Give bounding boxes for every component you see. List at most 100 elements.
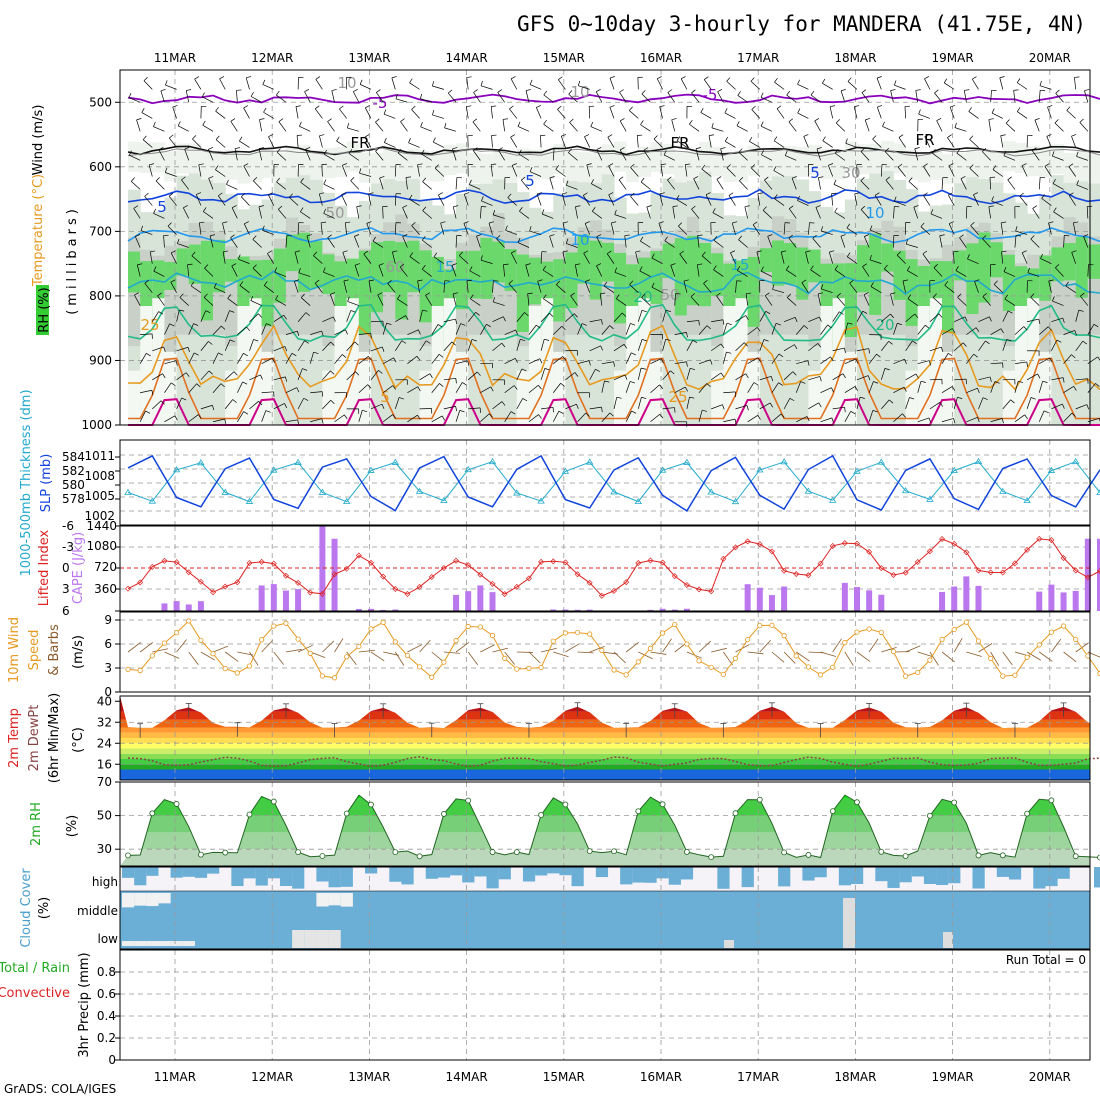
wind-barb-flag [724, 136, 729, 142]
rh-fill-upper [929, 149, 943, 180]
wind-barb [949, 106, 955, 119]
li-point [829, 542, 836, 549]
wind-barb [957, 297, 967, 306]
li-point [149, 563, 156, 570]
thickness-line [127, 461, 1100, 503]
wind-barb-flag [704, 76, 709, 80]
wind-barb [516, 312, 525, 322]
wind-barb-flag [600, 292, 606, 295]
wind-barb [421, 153, 432, 161]
wind-barb-flag [689, 120, 693, 125]
wind-barb [528, 358, 540, 364]
wind-barb [149, 251, 153, 264]
wind-barb [148, 164, 153, 177]
wind-barb [549, 235, 554, 248]
surface-barb [504, 651, 515, 665]
wind-barb-flag [422, 206, 427, 211]
wind-barb-flag [882, 121, 885, 127]
rh-point [270, 798, 277, 805]
wind-barb [1021, 165, 1028, 177]
rh-fill-green [869, 233, 882, 315]
wind-barb [735, 373, 746, 381]
wind-barb [1076, 156, 1088, 161]
wind-barb-flag [319, 134, 325, 137]
wind-barb-flag [788, 118, 794, 123]
wind-barb-flag [486, 323, 491, 328]
wind-barb-flag [1048, 221, 1054, 224]
wind-barb-flag [664, 236, 668, 241]
wind-point [951, 626, 957, 633]
wind-barb [610, 222, 615, 235]
wind-barb [1051, 403, 1063, 410]
wind-barb-flag [855, 358, 859, 364]
wind-barb [217, 195, 226, 206]
wind-barb-flag [679, 250, 684, 255]
wind-barb [323, 213, 335, 219]
rh-fill-green [213, 239, 226, 293]
wind-barb-flag [828, 163, 834, 166]
cape-bar [1072, 590, 1079, 611]
wind-barb-flag [432, 110, 435, 116]
wind-barb-flag [177, 238, 180, 244]
wind-barb-flag [1078, 309, 1084, 312]
wind-barb-flag [773, 136, 778, 141]
wind-barb-flag [452, 292, 458, 295]
wind-barb-flag [957, 396, 963, 399]
wind-barb [285, 353, 293, 364]
wind-barb [480, 413, 490, 423]
wind-barb [480, 85, 493, 90]
contour-label: 5 [810, 164, 820, 182]
wind-barb [565, 313, 575, 322]
rh-fill-green [176, 248, 190, 276]
wind-barb-flag [266, 323, 272, 326]
rh-fill-upper [771, 146, 785, 177]
wind-barb-flag [760, 121, 764, 127]
wind-barb-flag [142, 135, 147, 140]
wind-barb [954, 127, 967, 132]
wind-point [817, 672, 824, 678]
surface-barb [480, 644, 495, 653]
wind-barb [264, 285, 275, 293]
surface-barb [334, 638, 344, 653]
rh-fill-upper [747, 145, 761, 176]
ytick-label: 900 [89, 353, 112, 367]
wind-barb-flag [265, 410, 271, 413]
wind-barb-flag [864, 234, 870, 237]
li-point [708, 588, 715, 595]
wind-barb-flag [902, 413, 906, 418]
wind-barb-flag [955, 266, 959, 271]
wind-barb [348, 153, 360, 161]
wind-barb-flag [268, 134, 274, 138]
wind-barb-flag [568, 90, 573, 95]
wind-barb [1075, 340, 1084, 351]
wind-barb [1039, 326, 1049, 335]
li-point [428, 573, 435, 580]
rh-fill-green [990, 242, 1004, 278]
wind-barb [601, 361, 614, 365]
wind-barb-flag [588, 360, 591, 366]
wind-barb [267, 253, 275, 264]
temp-label-1: 2m Temp [7, 708, 22, 768]
wind-barb [199, 222, 202, 235]
wind-barb [139, 353, 147, 364]
wind-barb [356, 206, 360, 219]
wind-point [550, 638, 556, 644]
wind-barb [978, 340, 986, 351]
li-point [161, 557, 168, 564]
wind-barb-flag [231, 263, 237, 267]
wind-barb-flag [218, 352, 223, 356]
wind-barb-flag [544, 338, 550, 341]
thickness-point [1071, 457, 1080, 465]
wind-barb [641, 93, 651, 103]
cape-bar [368, 608, 374, 611]
wind-point [161, 640, 168, 646]
wind-barb [614, 214, 627, 219]
wind-barb [588, 106, 591, 119]
wind-point [599, 647, 605, 654]
wind-barb-flag [609, 105, 615, 108]
wind-barb [249, 313, 259, 322]
wind-barb-flag [362, 409, 368, 413]
wind-barb [656, 78, 663, 90]
wind-barb-flag [263, 281, 268, 286]
wind-point [963, 619, 969, 625]
